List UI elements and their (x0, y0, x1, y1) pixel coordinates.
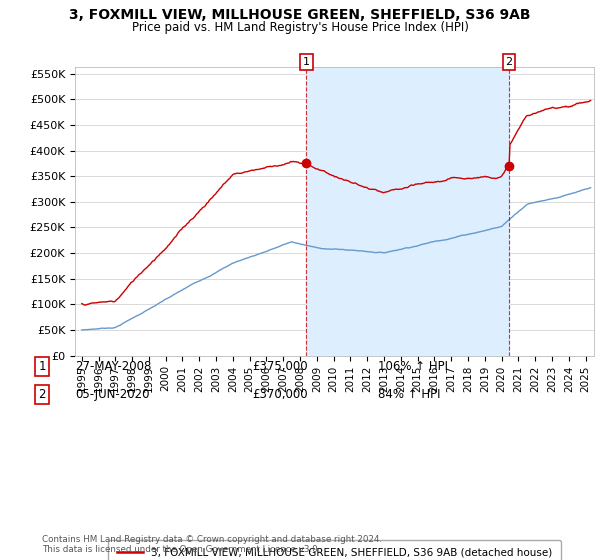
Text: 84% ↑ HPI: 84% ↑ HPI (378, 388, 440, 402)
Text: 1: 1 (303, 57, 310, 67)
Text: 3, FOXMILL VIEW, MILLHOUSE GREEN, SHEFFIELD, S36 9AB: 3, FOXMILL VIEW, MILLHOUSE GREEN, SHEFFI… (69, 8, 531, 22)
Text: 106% ↑ HPI: 106% ↑ HPI (378, 360, 448, 374)
Text: Price paid vs. HM Land Registry's House Price Index (HPI): Price paid vs. HM Land Registry's House … (131, 21, 469, 34)
Text: 1: 1 (38, 360, 46, 374)
Bar (307, 67, 509, 356)
Text: 2: 2 (38, 388, 46, 402)
Legend: 3, FOXMILL VIEW, MILLHOUSE GREEN, SHEFFIELD, S36 9AB (detached house), HPI: Aver: 3, FOXMILL VIEW, MILLHOUSE GREEN, SHEFFI… (109, 540, 560, 560)
Text: £370,000: £370,000 (252, 388, 308, 402)
Text: 27-MAY-2008: 27-MAY-2008 (75, 360, 151, 374)
Text: Contains HM Land Registry data © Crown copyright and database right 2024.
This d: Contains HM Land Registry data © Crown c… (42, 535, 382, 554)
Text: 2: 2 (505, 57, 512, 67)
Text: £375,000: £375,000 (252, 360, 308, 374)
Text: 05-JUN-2020: 05-JUN-2020 (75, 388, 149, 402)
